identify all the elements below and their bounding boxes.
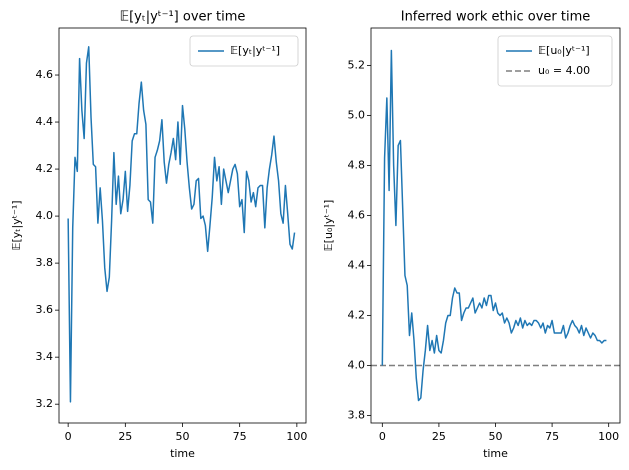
legend-box: [189, 35, 299, 67]
y-tick-label: 3.4: [36, 350, 54, 363]
y-tick-label: 4.6: [348, 209, 366, 222]
chart-title: Inferred work ethic over time: [401, 10, 591, 25]
y-tick-label: 4.4: [36, 115, 54, 128]
y-tick-label: 3.8: [348, 409, 366, 422]
y-tick-label: 4.2: [348, 309, 366, 322]
y-tick-label: 4.0: [36, 209, 54, 222]
x-tick-label: 0: [379, 430, 386, 443]
legend-label: 𝔼[yₜ|yᵗ⁻¹]: [230, 44, 280, 57]
axes-frame: [58, 27, 307, 424]
x-tick-label: 100: [598, 430, 619, 443]
y-tick-label: 3.8: [36, 256, 54, 269]
y-tick-label: 4.0: [348, 359, 366, 372]
y-tick-label: 3.2: [36, 397, 54, 410]
x-tick-label: 50: [176, 430, 190, 443]
x-tick-label: 75: [545, 430, 559, 443]
y-axis-label: 𝔼[yₜ|yᵗ⁻¹]: [10, 200, 23, 250]
x-tick-label: 0: [65, 430, 72, 443]
axes-frame: [370, 27, 621, 424]
data-line: [67, 46, 296, 403]
legend-label: 𝔼[u₀|yᵗ⁻¹]: [538, 44, 590, 57]
legend-box: [497, 35, 613, 87]
chart-title: 𝔼[yₜ|yᵗ⁻¹] over time: [120, 10, 246, 25]
x-tick-label: 75: [233, 430, 247, 443]
y-tick-label: 4.4: [348, 259, 366, 272]
legend-label: u₀ = 4.00: [538, 64, 590, 77]
x-axis-label: time: [483, 447, 508, 460]
y-tick-label: 5.0: [348, 109, 366, 122]
y-tick-label: 4.6: [36, 68, 54, 81]
x-tick-label: 25: [118, 430, 132, 443]
x-tick-label: 100: [286, 430, 307, 443]
y-axis-label: 𝔼[u₀|yᵗ⁻¹]: [322, 200, 335, 252]
x-axis-label: time: [170, 447, 195, 460]
data-line: [381, 49, 607, 402]
y-tick-label: 4.2: [36, 162, 54, 175]
y-tick-label: 5.2: [348, 59, 366, 72]
x-tick-label: 25: [432, 430, 446, 443]
x-tick-label: 50: [489, 430, 503, 443]
y-tick-label: 4.8: [348, 159, 366, 172]
y-tick-label: 3.6: [36, 303, 54, 316]
